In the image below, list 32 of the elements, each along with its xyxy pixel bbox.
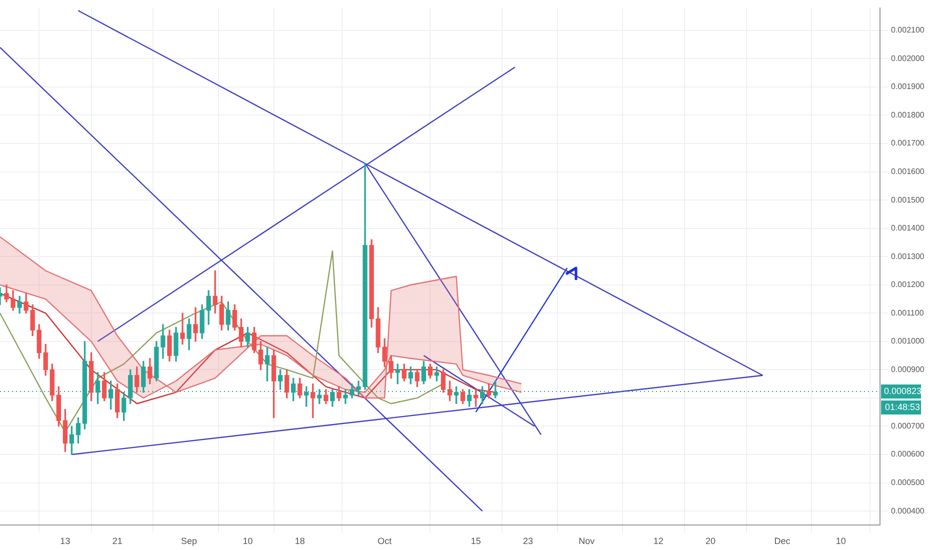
y-tick-label: 0.000400	[891, 506, 925, 516]
y-tick-label: 0.002100	[891, 26, 925, 35]
x-tick-label: Oct	[378, 536, 392, 546]
x-tick-label: 18	[294, 536, 305, 546]
y-tick-label: 0.001500	[891, 195, 925, 204]
y-tick-label: 0.001400	[891, 224, 925, 233]
y-tick-label: 0.001900	[891, 82, 925, 92]
x-tick-label: 23	[522, 536, 534, 546]
y-tick-label: 0.000700	[891, 421, 925, 430]
y-tick-label: 0.002000	[891, 54, 925, 63]
y-tick-label: 0.001000	[891, 336, 925, 346]
x-tick-label: 21	[112, 536, 122, 546]
y-tick-label: 0.001800	[891, 110, 925, 120]
x-tick-label: Nov	[578, 536, 596, 546]
x-tick-label: 13	[60, 536, 70, 546]
y-tick-label: 0.000600	[891, 450, 925, 459]
text: 01:48:53	[885, 402, 920, 412]
x-tick-label: 12	[653, 536, 664, 546]
y-tick-label: 0.001200	[891, 280, 925, 290]
y-tick-label: 0.001100	[891, 308, 924, 318]
y-tick-label: 0.001300	[891, 252, 925, 261]
x-tick-label: Dec	[774, 536, 791, 546]
x-tick-label: Sep	[181, 536, 198, 546]
x-tick-label: 10	[242, 536, 253, 546]
y-tick-label: 0.001600	[891, 166, 925, 176]
ref-line-label: 0.000823	[884, 386, 922, 396]
x-tick-label: 10	[836, 536, 846, 546]
y-tick-label: 0.000500	[891, 478, 925, 487]
y-tick-label: 0.001700	[891, 138, 925, 148]
x-tick-label: 15	[470, 536, 481, 546]
y-tick-label: 0.000900	[891, 364, 925, 374]
x-tick-label: 20	[706, 536, 716, 546]
